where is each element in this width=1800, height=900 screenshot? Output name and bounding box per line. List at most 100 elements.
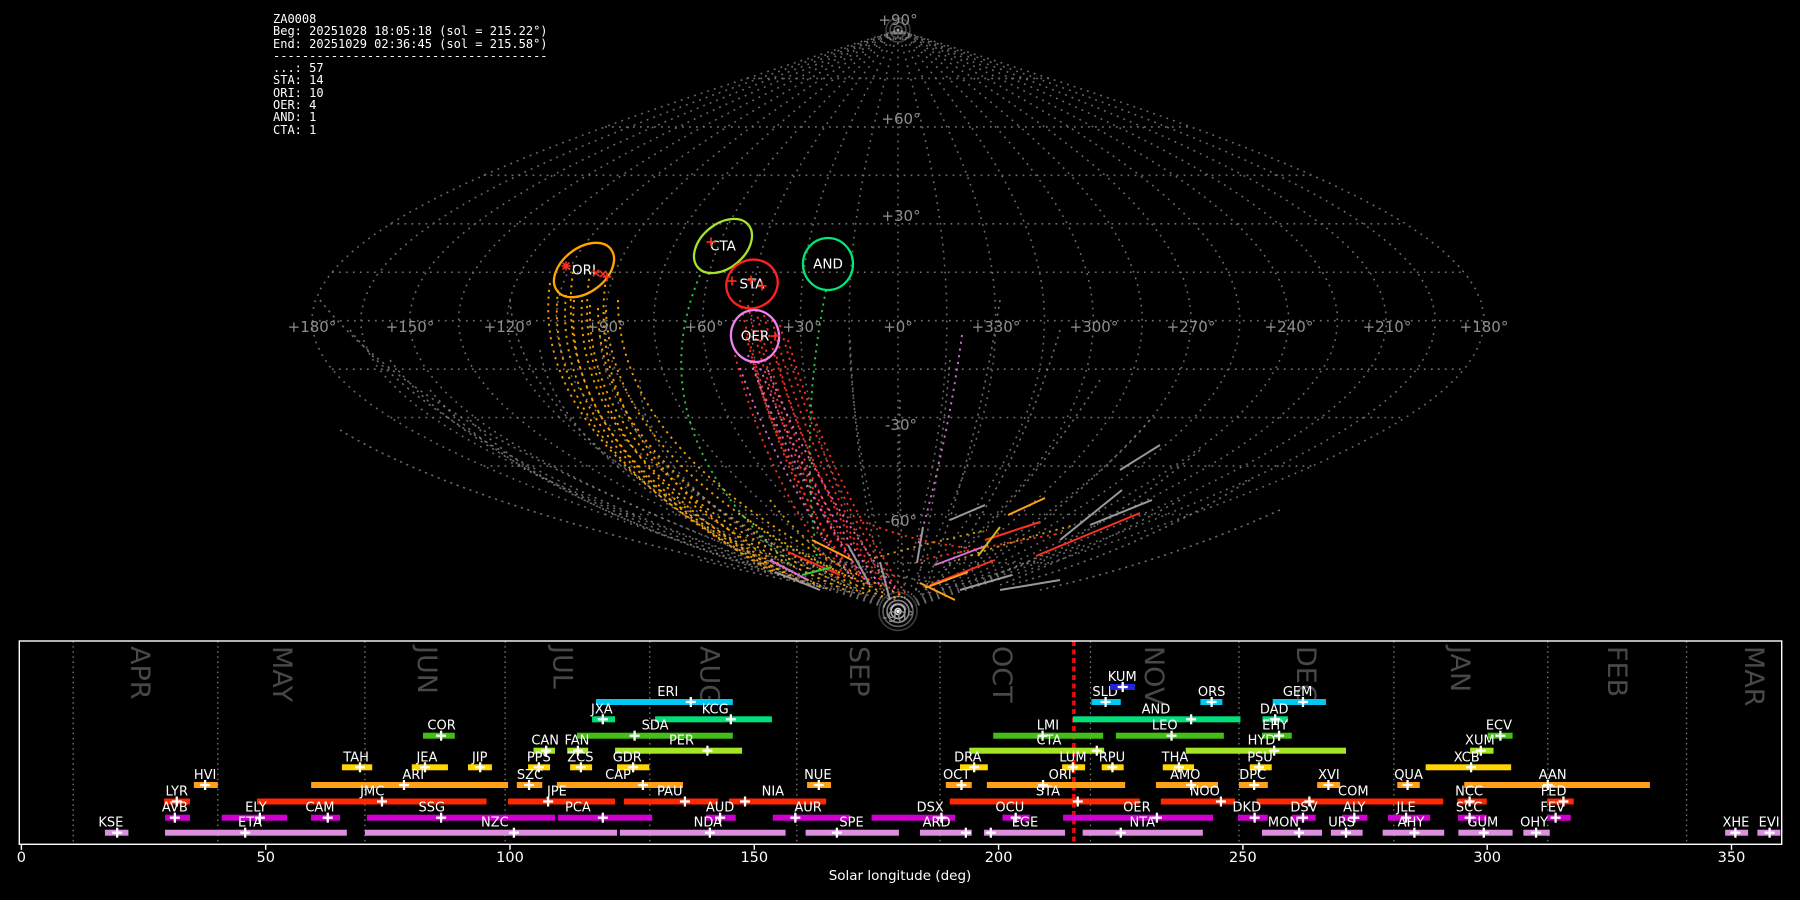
shower-label-NIA: NIA [762,785,785,800]
pole-dot [896,609,900,614]
trail-r [734,354,839,578]
meteor-segments [769,444,1161,601]
info-line-6: ORI: 10 [273,85,324,100]
x-tick-label: 200 [985,850,1013,866]
shower-bar-CTA [969,747,1105,754]
meteor-segment [811,539,853,561]
shower-bar-ETA [165,829,347,836]
pole-ring [889,21,907,39]
timeline-box [18,640,1783,846]
grid-meridian [897,29,1094,612]
trail-g [808,289,827,566]
shower-label-THA: THA [1161,750,1189,765]
radiant-ellipse-AND [801,236,855,292]
trail-r [919,532,1063,561]
trail-o [586,271,801,583]
grid-meridian [897,29,1290,613]
shower-bar-AND [1072,716,1241,723]
info-line-7: OER: 4 [273,98,317,113]
trail-r [787,339,906,594]
month-label-MAR: MAR [1738,646,1769,707]
meteor-segment [879,561,891,601]
shower-bar-ARI [311,782,509,788]
shower-label-NTA: NTA [1129,816,1155,831]
radiant-markers [561,237,780,341]
trail-s [934,329,1061,586]
shower-label-AHY: AHY [1398,816,1425,831]
lon-label: +270° [1167,318,1216,336]
info-line-1: Beg: 20251028 18:05:18 (sol = 215.22°) [273,24,548,39]
meteor-segment [949,504,986,521]
trail-v [917,334,963,546]
shower-label-NDA: NDA [694,816,723,831]
trail-s [509,299,801,571]
meteor-segment [787,551,841,576]
shower-label-GUM: GUM [1467,816,1498,831]
shower-label-KCG: KCG [702,702,729,717]
lon-label: +180° [1460,318,1509,336]
shower-label-CAN: CAN [531,734,559,749]
shower-label-SSG: SSG [419,801,446,816]
trail-o [555,289,791,581]
shower-label-DKD: DKD [1233,801,1262,816]
trail-o [580,299,851,593]
month-label-SEP: SEP [843,646,874,696]
south-pole-label: -90° [882,608,914,626]
shower-label-JPE: JPE [546,785,567,800]
grid-meridian [604,29,899,613]
shower-label-KUM: KUM [1108,670,1137,685]
trail-s [339,429,811,583]
trail-r [759,339,869,587]
meteor-segment [959,574,1013,591]
shower-bar-DSX [871,814,956,821]
lon-label: +0° [883,318,913,336]
meteor-segment [769,559,809,581]
shower-label-NUE: NUE [804,768,831,783]
meteor-segment [801,566,833,576]
trail-s [469,419,831,591]
lon-label: +90° [586,318,625,336]
shower-label-JIP: JIP [471,750,488,765]
meteor-segment [919,582,956,601]
shower-label-SCC: SCC [1456,801,1482,816]
shower-bar-JMC [256,798,487,805]
shower-label-XVI: XVI [1318,768,1340,783]
shower-label-SZC: SZC [517,768,543,783]
trail-s [919,544,1081,596]
shower-bar-HYD [1185,747,1346,754]
shower-bar-ERI [595,699,733,705]
shower-label-QUA: QUA [1394,768,1423,783]
meteor-segment [984,521,1041,541]
shower-label-LEO: LEO [1152,719,1178,734]
x-tick-label: 0 [17,850,26,866]
trail-s [539,349,821,586]
radiant-ellipse-ORI [552,241,616,299]
shower-label-XCB: XCB [1454,750,1480,765]
x-axis: 0 50 100 150 200 250 300 350 Solar longitude (de… [17,844,1745,884]
shower-bar-SDA [576,732,733,739]
shower-label-ERI: ERI [657,685,678,700]
shower-bar-SSG [366,814,555,821]
grid-meridian [702,29,899,612]
info-line-0: ZA0008 [273,12,317,26]
lon-label: +210° [1363,318,1412,336]
trail-o [602,277,823,589]
pole-ring [886,599,910,624]
shower-label-EHY: EHY [1262,719,1288,734]
trail-o [589,304,869,596]
meteor-segment [934,544,989,566]
month-label-FEB: FEB [1601,646,1632,697]
lat-label: +30° [881,207,920,225]
trail-r [763,314,883,590]
trail-s [349,329,791,573]
grid-meridian [897,29,1192,613]
shower-label-JLE: JLE [1395,801,1415,816]
lon-label: +180° [288,318,337,336]
shower-label-NZC: NZC [481,816,509,831]
trail-s [1009,479,1251,586]
shower-label-FAN: FAN [564,734,589,749]
lon-label: +240° [1265,318,1314,336]
shower-label-PAU: PAU [657,785,682,800]
lon-label: +300° [1070,318,1119,336]
